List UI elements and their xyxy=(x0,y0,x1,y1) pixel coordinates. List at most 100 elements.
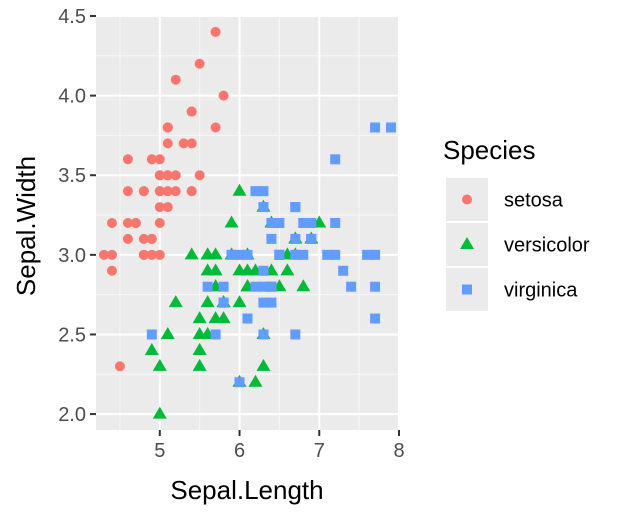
virginica-point xyxy=(250,281,261,292)
versicolor-point xyxy=(208,263,223,276)
virginica-point xyxy=(258,265,269,276)
virginica-point xyxy=(370,249,381,260)
legend-marker-setosa xyxy=(462,194,472,205)
x-tick-label: 7 xyxy=(314,440,325,462)
versicolor-point xyxy=(208,247,223,260)
setosa-point xyxy=(138,249,149,260)
virginica-point xyxy=(250,186,261,197)
setosa-point xyxy=(154,249,165,260)
versicolor-point xyxy=(256,358,271,371)
y-axis-label: Sepal.Width xyxy=(11,156,41,296)
setosa-point xyxy=(162,122,173,133)
panel-background xyxy=(96,16,399,430)
legend-title: Species xyxy=(443,135,536,165)
y-axis: 2.0 2.5 3.0 3.5 4.0 4.5 xyxy=(58,6,96,426)
versicolor-point xyxy=(192,327,207,340)
setosa-point xyxy=(210,122,221,133)
setosa-point xyxy=(170,186,181,197)
versicolor-point xyxy=(192,311,207,324)
virginica-point xyxy=(210,329,221,340)
virginica-point xyxy=(306,218,317,228)
setosa-point xyxy=(162,138,173,149)
versicolor-point xyxy=(200,295,215,308)
virginica-point xyxy=(370,281,381,292)
setosa-point xyxy=(162,170,173,181)
virginica-point xyxy=(330,249,341,260)
virginica-point xyxy=(258,297,269,308)
virginica-point xyxy=(234,377,245,388)
virginica-point xyxy=(266,233,277,244)
setosa-point xyxy=(178,138,189,149)
virginica-point xyxy=(218,281,229,292)
y-tick-label: 4.5 xyxy=(58,6,86,28)
setosa-point xyxy=(130,218,141,228)
virginica-point xyxy=(346,281,357,292)
setosa-point xyxy=(194,58,205,69)
virginica-point xyxy=(370,122,381,133)
setosa-point xyxy=(98,249,109,260)
legend-label-versicolor: versicolor xyxy=(504,235,590,257)
versicolor-point xyxy=(232,295,247,308)
virginica-point xyxy=(234,249,245,260)
setosa-point xyxy=(154,218,165,228)
versicolor-point xyxy=(232,263,247,276)
setosa-point xyxy=(122,218,133,228)
setosa-point xyxy=(162,202,173,213)
setosa-point xyxy=(186,186,197,197)
virginica-point xyxy=(258,329,269,340)
setosa-point xyxy=(146,233,157,244)
setosa-point xyxy=(154,154,165,165)
setosa-point xyxy=(186,138,197,149)
versicolor-point xyxy=(248,374,263,387)
virginica-point xyxy=(258,186,269,197)
virginica-point xyxy=(362,249,373,260)
legend-marker-versicolor xyxy=(460,237,474,250)
versicolor-point xyxy=(144,342,159,355)
virginica-point xyxy=(322,249,333,260)
virginica-point xyxy=(146,329,157,340)
setosa-point xyxy=(154,186,165,197)
setosa-point xyxy=(186,106,197,117)
versicolor-point xyxy=(184,247,199,260)
setosa-point xyxy=(106,249,117,260)
setosa-point xyxy=(154,202,165,213)
setosa-point xyxy=(114,361,125,372)
versicolor-point xyxy=(280,263,295,276)
virginica-point xyxy=(298,249,309,260)
virginica-point xyxy=(226,249,237,260)
setosa-point xyxy=(170,74,181,85)
x-tick-label: 6 xyxy=(234,440,245,462)
virginica-point xyxy=(266,281,277,292)
virginica-point xyxy=(370,313,381,324)
y-tick-label: 3.5 xyxy=(58,165,86,187)
legend-label-virginica: virginica xyxy=(504,280,578,302)
setosa-point xyxy=(194,170,205,181)
virginica-point xyxy=(290,249,301,260)
versicolor-point xyxy=(232,183,247,196)
virginica-point xyxy=(266,297,277,308)
virginica-point xyxy=(258,202,269,213)
versicolor-point xyxy=(296,279,311,292)
versicolor-point xyxy=(152,406,167,419)
virginica-point xyxy=(274,218,285,228)
virginica-point xyxy=(202,281,213,292)
setosa-point xyxy=(106,265,117,276)
setosa-point xyxy=(146,249,157,260)
x-tick-label: 8 xyxy=(393,440,404,462)
setosa-point xyxy=(106,218,117,228)
setosa-point xyxy=(122,233,133,244)
virginica-point xyxy=(306,233,317,244)
virginica-point xyxy=(290,202,301,213)
virginica-point xyxy=(242,313,253,324)
setosa-point xyxy=(154,170,165,181)
virginica-point xyxy=(274,249,285,260)
virginica-point xyxy=(290,233,301,244)
virginica-point xyxy=(386,122,397,133)
setosa-point xyxy=(138,186,149,197)
points-layer xyxy=(98,26,397,419)
versicolor-point xyxy=(168,295,183,308)
legend: Species setosa versicolor virginica xyxy=(443,135,590,311)
virginica-point xyxy=(266,218,277,228)
virginica-point xyxy=(258,281,269,292)
